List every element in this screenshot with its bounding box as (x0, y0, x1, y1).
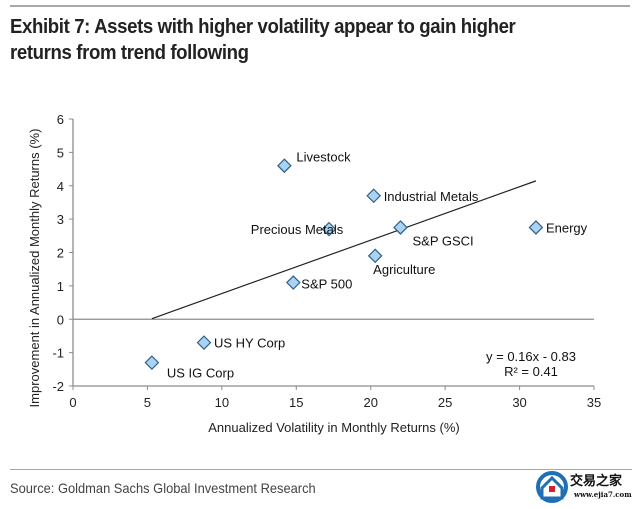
chart-title: Exhibit 7: Assets with higher volatility… (10, 14, 587, 66)
data-label: S&P GSCI (412, 233, 473, 248)
y-tick-label: 2 (57, 246, 64, 261)
data-label: Precious Metals (251, 222, 344, 237)
x-tick-label: 35 (587, 395, 601, 410)
x-tick-label: 20 (363, 395, 377, 410)
x-tick-label: 30 (512, 395, 526, 410)
data-label: US HY Corp (214, 336, 285, 351)
bottom-rule (10, 469, 632, 470)
data-label: S&P 500 (301, 277, 352, 292)
data-point-us-hy-corp (196, 335, 212, 350)
data-label: US IG Corp (167, 366, 234, 381)
data-label: Energy (546, 220, 588, 235)
x-tick-label: 0 (69, 395, 76, 410)
data-point-precious-metals (321, 221, 337, 237)
data-point-us-ig-corp (144, 355, 160, 370)
data-point-s-p-500 (285, 275, 301, 290)
data-point-livestock (277, 158, 292, 174)
y-tick-label: 5 (57, 145, 64, 160)
trendline (151, 180, 537, 320)
data-point-agriculture (367, 248, 383, 264)
y-axis-label: Improvement in Annualized Monthly Return… (27, 129, 42, 408)
points-group: Livestock Industrial Metals Precious Metal… (144, 150, 588, 381)
watermark-name: 交易之家 (570, 474, 623, 489)
trendline-r2: R² = 0.41 (504, 364, 558, 379)
watermark-logo: 交易之家 www.ejia7.com (536, 468, 640, 506)
house-logo-icon (536, 471, 568, 503)
x-axis-label: Annualized Volatility in Monthly Returns… (208, 420, 459, 435)
y-tick-label: 4 (57, 179, 64, 194)
x-tick-label: 5 (144, 395, 151, 410)
y-tick-label: -2 (52, 379, 64, 394)
data-label: Livestock (296, 150, 351, 165)
x-tick-label: 25 (438, 395, 452, 410)
title-line-2: returns from trend following (10, 42, 249, 64)
trendline-group (151, 180, 537, 320)
trendline-equation: y = 0.16x - 0.83 (486, 349, 576, 364)
source-note: Source: Goldman Sachs Global Investment … (10, 480, 316, 496)
scatter-chart: -2 -1 0 1 2 3 4 5 6 0 5 10 15 20 25 30 35 Livestock Indus… (27, 112, 601, 435)
axes: -2 -1 0 1 2 3 4 5 6 0 5 10 15 20 25 30 35 (52, 112, 601, 410)
data-point-energy (528, 220, 544, 235)
axis-labels: Annualized Volatility in Monthly Returns… (27, 129, 576, 435)
title-line-1: Exhibit 7: Assets with higher volatility… (10, 16, 516, 38)
y-tick-label: 1 (57, 279, 64, 294)
y-tick-label: 3 (57, 212, 64, 227)
y-tick-label: -1 (52, 346, 64, 361)
data-point-industrial-metals (366, 188, 382, 204)
x-tick-label: 15 (289, 395, 303, 410)
x-tick-label: 10 (215, 395, 229, 410)
top-rule (10, 5, 630, 7)
y-tick-label: 0 (57, 312, 64, 327)
watermark-url: www.ejia7.com (574, 490, 632, 499)
y-tick-label: 6 (57, 112, 64, 127)
data-label: Agriculture (373, 262, 435, 277)
data-point-s-p-gsci (393, 220, 408, 235)
data-label: Industrial Metals (384, 189, 479, 204)
